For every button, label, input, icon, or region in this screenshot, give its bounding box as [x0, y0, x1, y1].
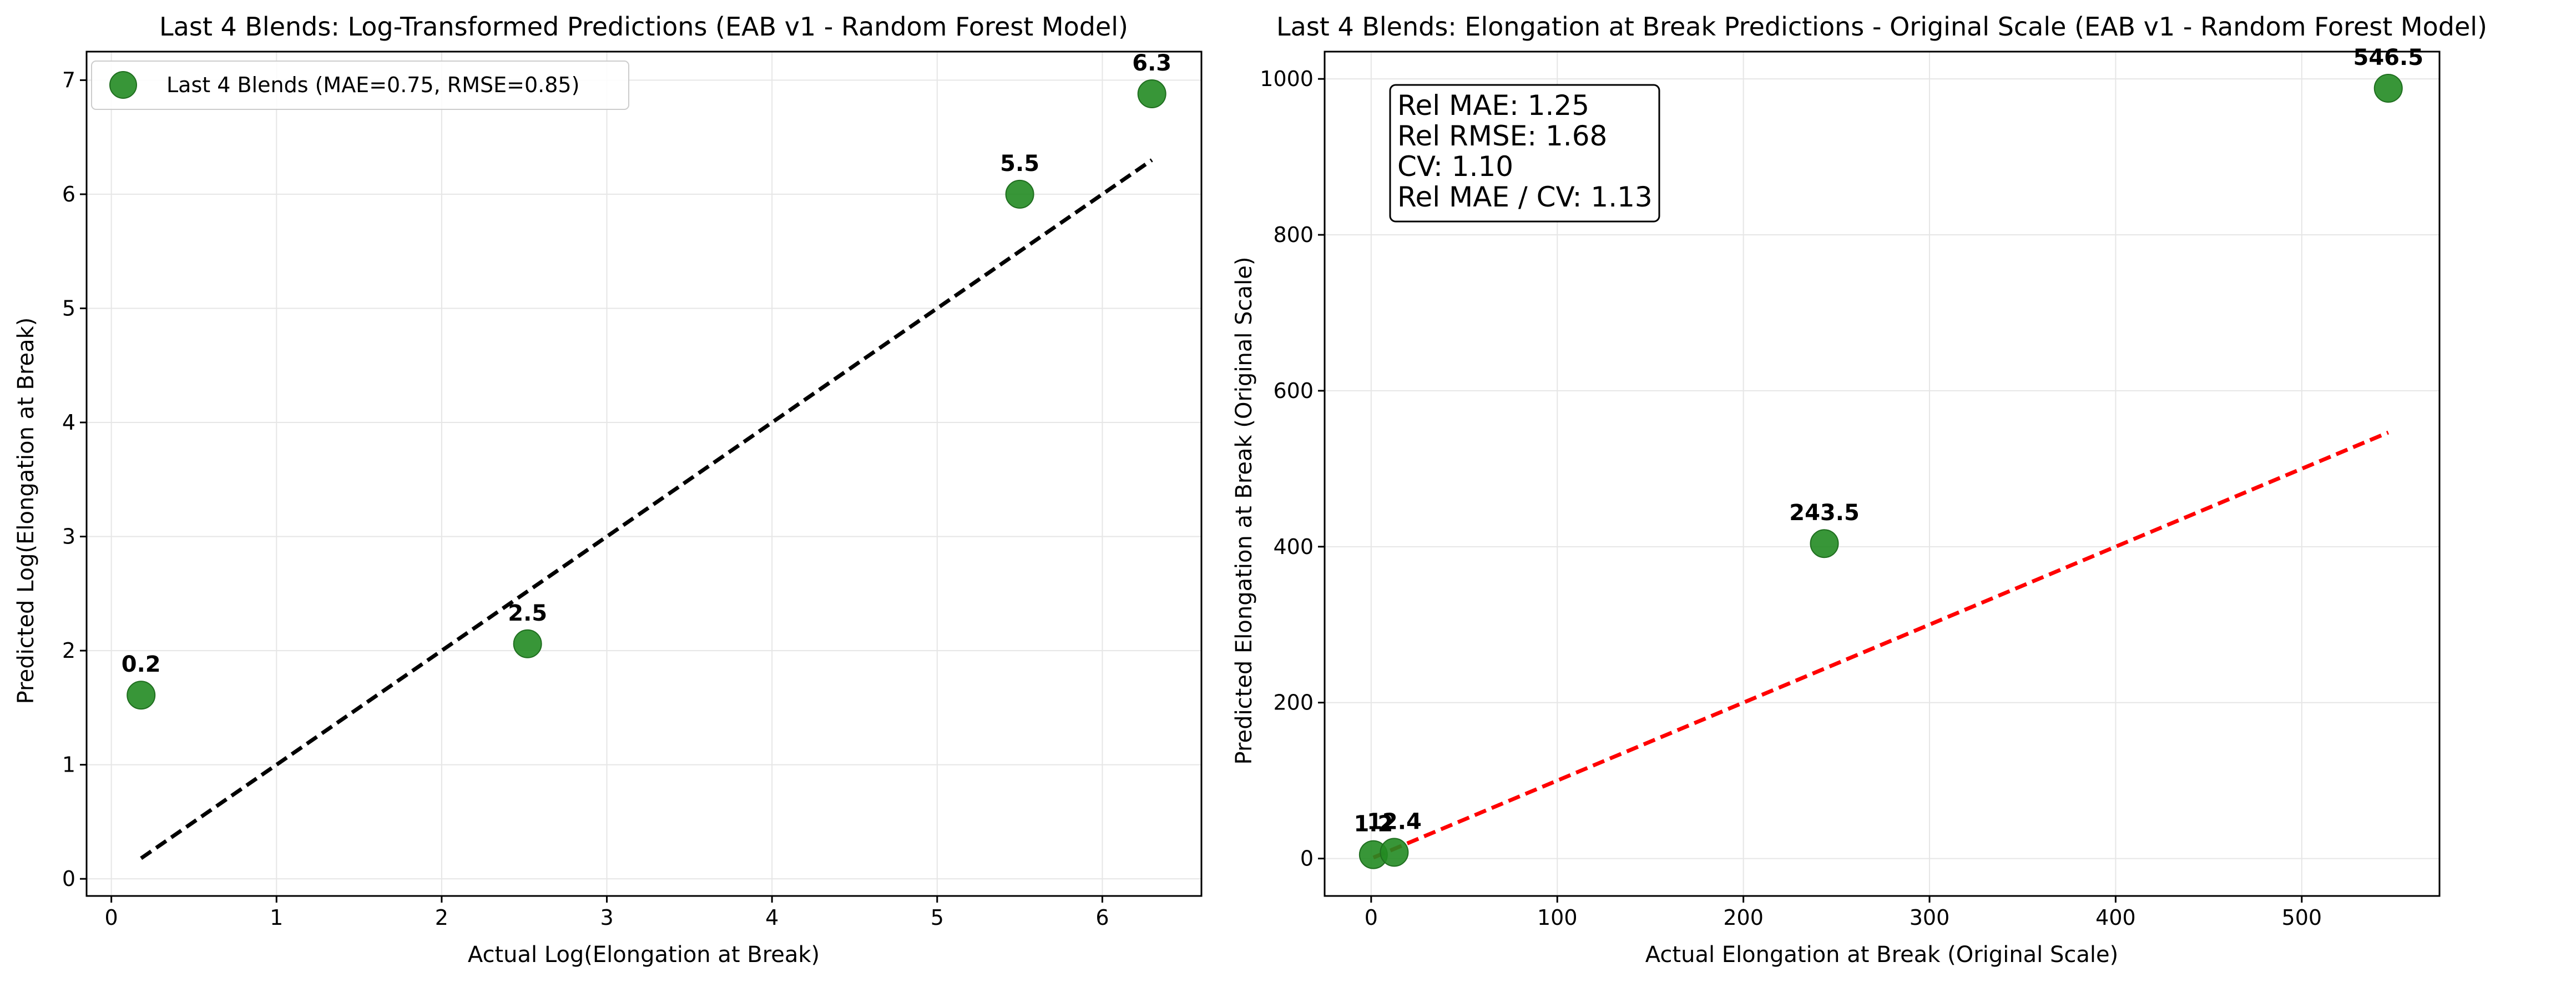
- stats-rel-rmse: Rel RMSE: 1.68: [1397, 120, 1607, 152]
- right-data-points: 1.212.4 243.5 546.5: [1353, 45, 2423, 869]
- left-x-tick-label: 3: [600, 905, 613, 930]
- left-point-label: 5.5: [1000, 151, 1039, 177]
- right-y-tick-label: 1000: [1260, 67, 1314, 91]
- right-y-tick-label: 200: [1273, 691, 1314, 715]
- left-y-tick-label: 1: [62, 753, 75, 777]
- right-x-axis-label: Actual Elongation at Break (Original Sca…: [1645, 942, 2118, 968]
- right-gridlines: [1325, 52, 2439, 896]
- left-data-point: [1137, 79, 1166, 109]
- stats-box-frame: [1389, 84, 1660, 223]
- right-x-tick-label: 200: [1723, 905, 1764, 930]
- left-chart-title: Last 4 Blends: Log-Transformed Predictio…: [159, 12, 1128, 42]
- left-y-tick-label: 2: [62, 638, 75, 663]
- right-y-tick-label: 600: [1273, 379, 1314, 403]
- left-y-tick-label: 5: [62, 296, 75, 320]
- left-x-tick-label: 5: [931, 905, 944, 930]
- right-x-tick-label: 500: [2282, 905, 2322, 930]
- left-identity-line: [140, 158, 1153, 860]
- right-data-point: [1810, 529, 1839, 558]
- legend-marker: [109, 71, 137, 99]
- stats-rel-mae: Rel MAE: 1.25: [1397, 89, 1589, 122]
- right-point-label: 1.2: [1353, 812, 1393, 837]
- right-y-tick-label: 400: [1273, 535, 1314, 559]
- right-y-axis-label: Predicted Elongation at Break (Original …: [1231, 257, 1257, 765]
- right-point-label: 12.4: [1367, 809, 1422, 834]
- left-data-points: 0.2 2.5 5.5 6.3: [122, 51, 1171, 710]
- left-x-tick-label: 1: [270, 905, 283, 930]
- stats-cv: CV: 1.10: [1397, 150, 1513, 183]
- right-chart-title: Last 4 Blends: Elongation at Break Predi…: [1276, 12, 2487, 42]
- left-x-tick-label: 2: [435, 905, 448, 930]
- left-x-tick-label: 0: [105, 905, 118, 930]
- right-identity-line: [1372, 430, 2390, 860]
- right-x-tick-label: 100: [1537, 905, 1578, 930]
- left-x-tick-label: 6: [1095, 905, 1109, 930]
- right-stats-box: Rel MAE: 1.25 Rel RMSE: 1.68 CV: 1.10 Re…: [1389, 84, 1660, 223]
- left-y-tick-label: 4: [62, 410, 75, 435]
- right-x-tick-label: 400: [2095, 905, 2136, 930]
- right-chart-panel: Last 4 Blends: Elongation at Break Predi…: [1231, 12, 2487, 968]
- left-y-tick-label: 3: [62, 525, 75, 549]
- left-x-tick-label: 4: [765, 905, 779, 930]
- left-y-tick-label: 7: [62, 68, 75, 92]
- right-axis-ticks: 0 100 200 300 400 500 0 200 400 600 800 1000: [1260, 67, 2322, 930]
- left-y-tick-label: 6: [62, 182, 75, 207]
- left-plot-frame: [85, 51, 1203, 897]
- legend-box: [91, 61, 629, 110]
- stats-rel-mae-over-cv: Rel MAE / CV: 1.13: [1397, 181, 1653, 213]
- right-y-tick-label: 800: [1273, 223, 1314, 247]
- left-y-axis-label: Predicted Log(Elongation at Break): [13, 318, 39, 704]
- left-data-point: [513, 629, 542, 658]
- left-legend: Last 4 Blends (MAE=0.75, RMSE=0.85): [91, 61, 629, 110]
- left-x-axis-label: Actual Log(Elongation at Break): [468, 942, 820, 968]
- left-point-label: 2.5: [508, 601, 547, 626]
- right-plot-frame: [1324, 51, 2441, 897]
- left-axis-ticks: 0 1 2 3 4 5 6 0 1 2 3 4 5 6 7: [62, 68, 1109, 930]
- right-data-point: [2373, 74, 2403, 103]
- right-data-point: [1380, 838, 1409, 867]
- left-data-point: [1005, 179, 1034, 209]
- right-x-tick-label: 300: [1910, 905, 1950, 930]
- left-data-point: [127, 681, 156, 710]
- right-x-tick-label: 0: [1365, 905, 1378, 930]
- right-point-label: 546.5: [2353, 45, 2424, 70]
- left-point-label: 0.2: [122, 652, 161, 677]
- left-y-tick-label: 0: [62, 867, 75, 891]
- left-point-label: 6.3: [1132, 51, 1171, 76]
- left-chart-panel: Last 4 Blends: Log-Transformed Predictio…: [13, 12, 1203, 968]
- right-point-label: 243.5: [1789, 500, 1860, 526]
- right-y-tick-label: 0: [1300, 847, 1314, 871]
- legend-entry-label: Last 4 Blends (MAE=0.75, RMSE=0.85): [166, 73, 579, 97]
- left-gridlines: [87, 52, 1201, 896]
